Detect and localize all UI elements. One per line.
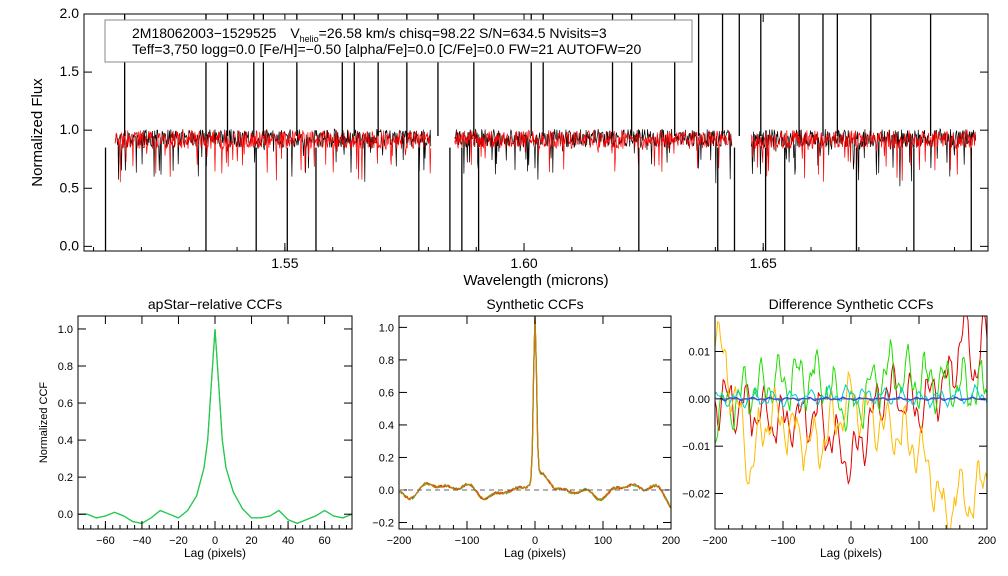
spectrum-model-line (750, 129, 977, 182)
x-tick-label: −20 (169, 535, 188, 547)
x-tick-label: 200 (978, 535, 996, 547)
x-tick-label: 1.65 (750, 255, 777, 271)
x-tick-label: 0 (848, 535, 854, 547)
apstar-ccf-blue-line (78, 328, 352, 524)
x-tick-label: −60 (96, 535, 115, 547)
y-tick-label: 0.00 (689, 394, 710, 406)
spectrum-axes: 1.55 1.60 1.65 0.0 0.5 1.0 1.5 2.0 Wavelength (m… (29, 5, 988, 289)
apstar-ccf-axes: −60 −40 −20 0 20 40 60 0.0 0.2 0.4 0.6 0.8 1.0 apStar… (38, 296, 352, 560)
synthetic-ccf-panel: −200 −100 0 100 200 −0.2 0.0 0.2 0.4 0.6 0.8 1.0 Syn… (372, 296, 680, 560)
difference-ccf-orange-line (715, 320, 987, 529)
y-tick-label: 0.2 (58, 472, 73, 484)
x-tick-label: 1.60 (510, 255, 537, 271)
y-tick-label: 0.0 (58, 509, 73, 521)
panel-title: Synthetic CCFs (486, 296, 583, 312)
spectrum-frame (83, 13, 989, 252)
synthetic-ccf-line (399, 317, 671, 509)
y-tick-label: 0.0 (379, 485, 394, 497)
y-tick-label: 1.0 (60, 121, 80, 137)
info-line-1-rest: =26.58 km/s chisq=98.22 S/N=634.5 Nvisit… (319, 25, 607, 41)
info-line-2: Teff=3,750 logg=0.0 [Fe/H]=−0.50 [alpha/… (132, 41, 641, 57)
apstar-ccf-green-line (78, 328, 352, 525)
x-tick-label: −100 (771, 535, 796, 547)
y-tick-label: −0.02 (682, 489, 710, 501)
apstar-ccf-frame (77, 315, 353, 530)
synthetic-ccf-plot-area (399, 316, 671, 509)
x-axis-label: Lag (pixels) (820, 546, 882, 560)
y-axis-label: Normalized CCF (38, 382, 50, 464)
difference-ccf-plot-area (715, 316, 987, 529)
difference-ccf-panel: −200 −100 0 100 200 −0.02 −0.01 0.00 0.01 Differe… (682, 296, 996, 560)
y-tick-label: −0.2 (372, 517, 394, 529)
difference-ccf-red-line (715, 316, 987, 486)
synthetic-ccf-frame (398, 315, 672, 530)
y-tick-label: −0.01 (682, 441, 710, 453)
y-tick-label: 0.6 (58, 398, 73, 410)
y-tick-label: 0.8 (379, 355, 394, 367)
x-tick-label: 0 (532, 535, 538, 547)
y-tick-label: 0.4 (58, 435, 73, 447)
apstar-ccf-plot-area (78, 328, 352, 525)
x-tick-label: 60 (318, 535, 330, 547)
x-axis-label: Lag (pixels) (184, 546, 246, 560)
panel-title: Difference Synthetic CCFs (769, 296, 934, 312)
v-helio-prefix: V (290, 25, 300, 41)
spectrum-model-line (114, 129, 432, 183)
x-tick-label: 40 (282, 535, 294, 547)
y-tick-label: 0.8 (58, 361, 73, 373)
y-tick-label: 0.4 (379, 420, 394, 432)
info-line-1: 2M18062003−1529525 Vhelio=26.58 km/s chi… (132, 25, 607, 44)
y-tick-label: 0.6 (379, 387, 394, 399)
y-tick-label: 0.0 (60, 237, 80, 253)
apstar-ccf-panel: −60 −40 −20 0 20 40 60 0.0 0.2 0.4 0.6 0.8 1.0 apStar… (38, 296, 353, 560)
x-tick-label: −200 (387, 535, 412, 547)
difference-ccf-axes: −200 −100 0 100 200 −0.02 −0.01 0.00 0.01 Differe… (682, 296, 996, 560)
synthetic-ccf-line (399, 317, 671, 509)
x-axis-label: Wavelength (microns) (463, 272, 608, 289)
difference-ccf-green-line (715, 339, 987, 444)
panel-title: apStar−relative CCFs (148, 296, 282, 312)
y-tick-label: 0.5 (60, 179, 80, 195)
synthetic-ccf-axes: −200 −100 0 100 200 −0.2 0.0 0.2 0.4 0.6 0.8 1.0 Syn… (372, 296, 680, 560)
y-tick-label: 0.2 (379, 452, 394, 464)
x-axis-label: Lag (pixels) (504, 546, 566, 560)
spectrum-model-line (454, 129, 733, 173)
x-tick-label: 1.55 (271, 255, 298, 271)
x-tick-label: −200 (703, 535, 728, 547)
info-box: 2M18062003−1529525 Vhelio=26.58 km/s chi… (104, 19, 693, 63)
x-tick-label: 100 (910, 535, 928, 547)
y-tick-label: 1.0 (58, 324, 73, 336)
spectrum-panel: 1.55 1.60 1.65 0.0 0.5 1.0 1.5 2.0 Wavelength (m… (29, 5, 989, 289)
star-id: 2M18062003−1529525 (132, 25, 277, 41)
x-tick-label: 200 (662, 535, 680, 547)
y-axis-label: Normalized Flux (29, 78, 46, 187)
y-tick-label: 1.5 (60, 63, 80, 79)
y-tick-label: 0.01 (689, 347, 710, 359)
difference-ccf-cyan-line (715, 383, 987, 409)
y-tick-label: 2.0 (60, 5, 80, 21)
x-tick-label: 100 (594, 535, 612, 547)
x-tick-label: −40 (133, 535, 152, 547)
synthetic-ccf-line (399, 316, 671, 509)
info-box-frame (104, 19, 693, 63)
v-helio-subscript: helio (300, 34, 319, 44)
x-tick-label: 20 (245, 535, 257, 547)
y-tick-label: 1.0 (379, 322, 394, 334)
x-tick-label: 0 (212, 535, 218, 547)
x-tick-label: −100 (455, 535, 480, 547)
